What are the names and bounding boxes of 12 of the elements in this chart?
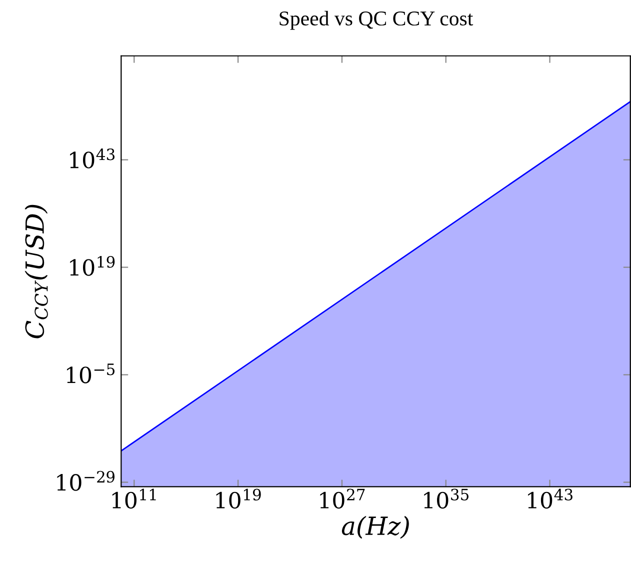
- y-axis-title: C$_{CCY}$(USD): [24, 204, 48, 338]
- y-tick-label: 10$^{19}$: [70, 256, 115, 276]
- x-tick-label: 10$^{19}$: [216, 488, 261, 509]
- chart-title: Speed vs QC CCY cost: [280, 10, 474, 30]
- y-tick-label: 10$^{−5}$: [67, 364, 114, 384]
- y-tick-label: 10$^{43}$: [70, 148, 115, 168]
- x-tick-label: 10$^{27}$: [320, 488, 365, 509]
- x-tick-label: 10$^{43}$: [528, 488, 572, 509]
- y-tick-label: 10$^{−29}$: [57, 470, 114, 491]
- x-axis-title: a(Hz): [342, 516, 409, 539]
- x-tick-label: 10$^{11}$: [112, 488, 156, 509]
- x-tick-label: 10$^{35}$: [424, 488, 468, 509]
